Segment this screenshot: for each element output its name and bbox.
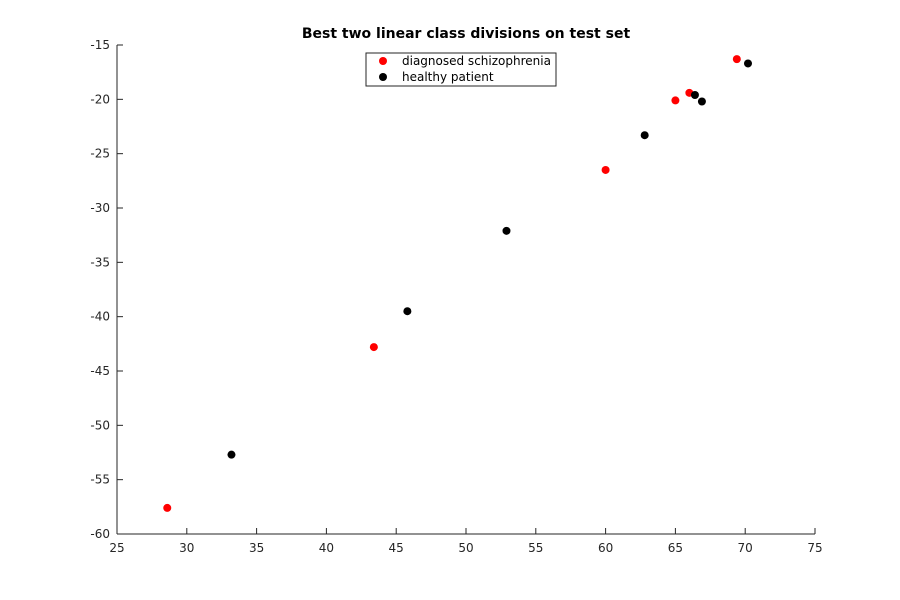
y-tick-label: -35	[90, 255, 110, 269]
x-tick-label: 75	[807, 541, 822, 555]
legend-marker	[379, 73, 387, 81]
legend-box	[365, 52, 557, 87]
legend-label: diagnosed schizophrenia	[402, 54, 551, 68]
legend-label: healthy patient	[402, 70, 494, 84]
data-point-series-1	[163, 503, 172, 512]
y-tick-label: -30	[90, 201, 110, 215]
data-point-series-1	[369, 343, 378, 352]
data-point-series-2	[640, 131, 649, 140]
data-point-series-1	[601, 165, 610, 174]
y-tick-label: -45	[90, 364, 110, 378]
data-point-series-2	[403, 307, 412, 316]
data-points	[163, 55, 752, 512]
x-tick-label: 70	[738, 541, 753, 555]
data-point-series-2	[227, 450, 236, 459]
data-point-series-2	[697, 97, 706, 106]
x-tick-label: 50	[458, 541, 473, 555]
data-point-series-2	[690, 90, 699, 99]
data-point-series-2	[743, 59, 752, 68]
y-tick-label: -50	[90, 418, 110, 432]
y-tick-label: -55	[90, 473, 110, 487]
y-tick-label: -60	[90, 527, 110, 541]
y-tick-label: -15	[90, 38, 110, 52]
x-tick-label: 55	[528, 541, 543, 555]
data-point-series-2	[502, 226, 511, 235]
x-tick-label: 35	[249, 541, 264, 555]
axes: 25 30 35 40 45 50 55 60 65 70 75 -15 -20 -25 -30 -35 -40…	[90, 38, 822, 555]
legend: diagnosed schizophrenia healthy patient	[365, 52, 557, 87]
legend-marker	[379, 57, 387, 65]
x-tick-label: 40	[319, 541, 334, 555]
y-tick-label: -40	[90, 310, 110, 324]
x-tick-label: 25	[109, 541, 124, 555]
x-tick-label: 65	[668, 541, 683, 555]
x-tick-label: 45	[389, 541, 404, 555]
y-tick-label: -25	[90, 147, 110, 161]
data-point-series-1	[732, 55, 741, 64]
y-tick-label: -20	[90, 92, 110, 106]
x-tick-label: 60	[598, 541, 613, 555]
chart-title: Best two linear class divisions on test …	[302, 26, 631, 42]
x-tick-label: 30	[179, 541, 194, 555]
data-point-series-1	[671, 96, 680, 105]
